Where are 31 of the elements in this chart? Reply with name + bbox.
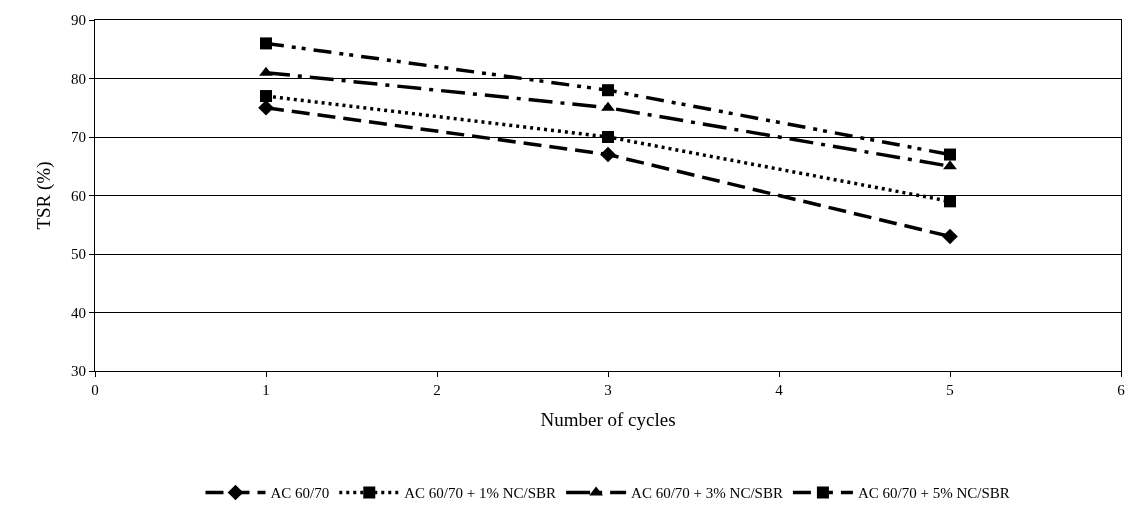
- legend-label: AC 60/70 + 1% NC/SBR: [404, 485, 557, 502]
- point: [944, 195, 956, 208]
- x-tick-label: 6: [1117, 382, 1126, 398]
- y-tick-label: 90: [71, 12, 86, 29]
- x-tick-label: 4: [775, 382, 784, 398]
- point: [602, 131, 614, 143]
- x-tick-label: 2: [433, 382, 441, 398]
- y-tick-label: 80: [71, 70, 86, 87]
- x-tick-label: 0: [91, 382, 99, 398]
- legend-label: AC 60/70: [270, 485, 330, 502]
- x-tick-label: 3: [604, 382, 612, 398]
- point: [943, 160, 957, 170]
- x-tick-label: 1: [262, 382, 270, 398]
- point: [601, 101, 615, 111]
- y-tick-label: 40: [71, 304, 86, 321]
- x-tick-label: 5: [946, 382, 954, 398]
- legend-label: AC 60/70 + 3% NC/SBR: [631, 485, 783, 502]
- y-tick-label: 30: [71, 363, 86, 380]
- y-tick-label: 70: [71, 129, 86, 146]
- y-tick-label: 60: [71, 187, 86, 204]
- y-tick-label: 50: [71, 246, 86, 263]
- point: [602, 84, 614, 97]
- point: [260, 90, 272, 103]
- x-axis-title: Number of cycles: [540, 408, 676, 430]
- point: [259, 66, 273, 76]
- point: [942, 228, 958, 245]
- point: [260, 37, 272, 50]
- point: [600, 146, 616, 163]
- y-axis-title: TSR (%): [32, 161, 55, 230]
- legend-label: AC 60/70 + 5% NC/SBR: [857, 485, 1010, 502]
- point: [944, 148, 956, 161]
